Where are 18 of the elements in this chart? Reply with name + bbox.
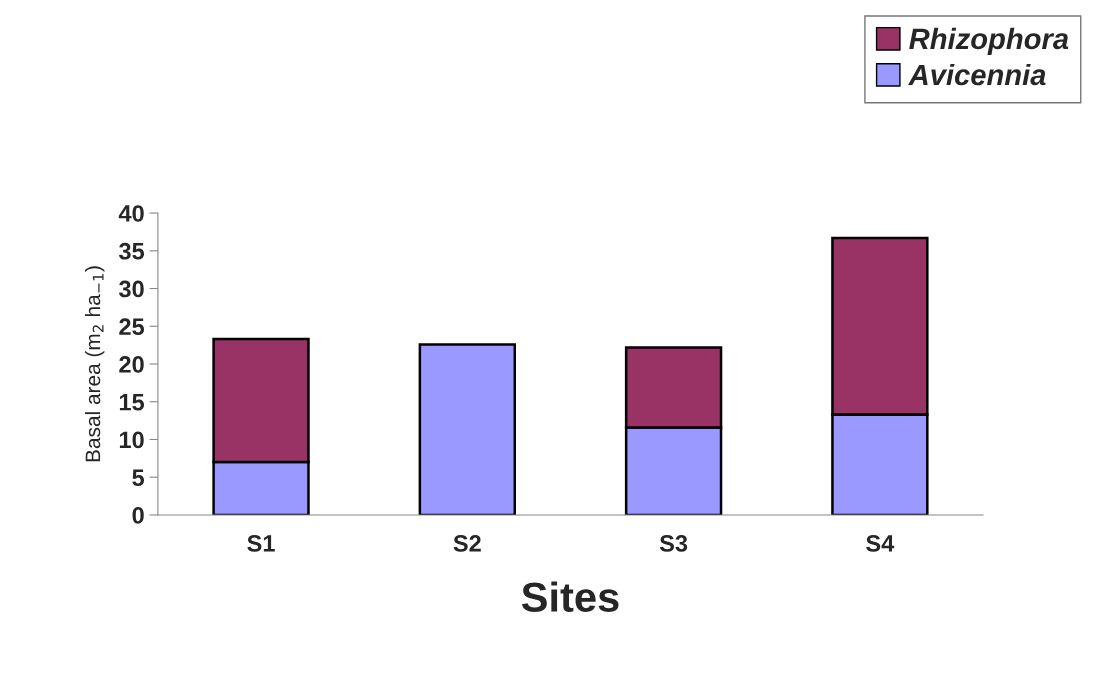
x-tick-label: S3: [659, 535, 688, 552]
y-axis-title: Basal area (m$_{2}$ ha$_{−1}$): [84, 266, 105, 462]
y-tick-label: 40: [118, 205, 144, 222]
x-axis-title: Sites: [521, 581, 619, 613]
legend-label: Avicennia: [908, 63, 1046, 86]
y-tick-label: 5: [132, 469, 145, 486]
x-tick-label: S4: [866, 535, 895, 552]
y-tick-label: 10: [119, 431, 144, 449]
y-tick-label: 30: [118, 280, 144, 298]
y-tick-label: 20: [119, 356, 144, 373]
y-tick-label: 15: [119, 394, 145, 411]
y-tick-label: 25: [119, 318, 145, 336]
bar: [418, 343, 517, 515]
x-tick-label: S2: [453, 535, 481, 552]
y-tick-label: 35: [118, 242, 145, 260]
y-tick-label: 0: [132, 507, 144, 524]
x-tick-label: S1: [247, 535, 275, 552]
legend-label: Rhizophora: [909, 27, 1069, 55]
